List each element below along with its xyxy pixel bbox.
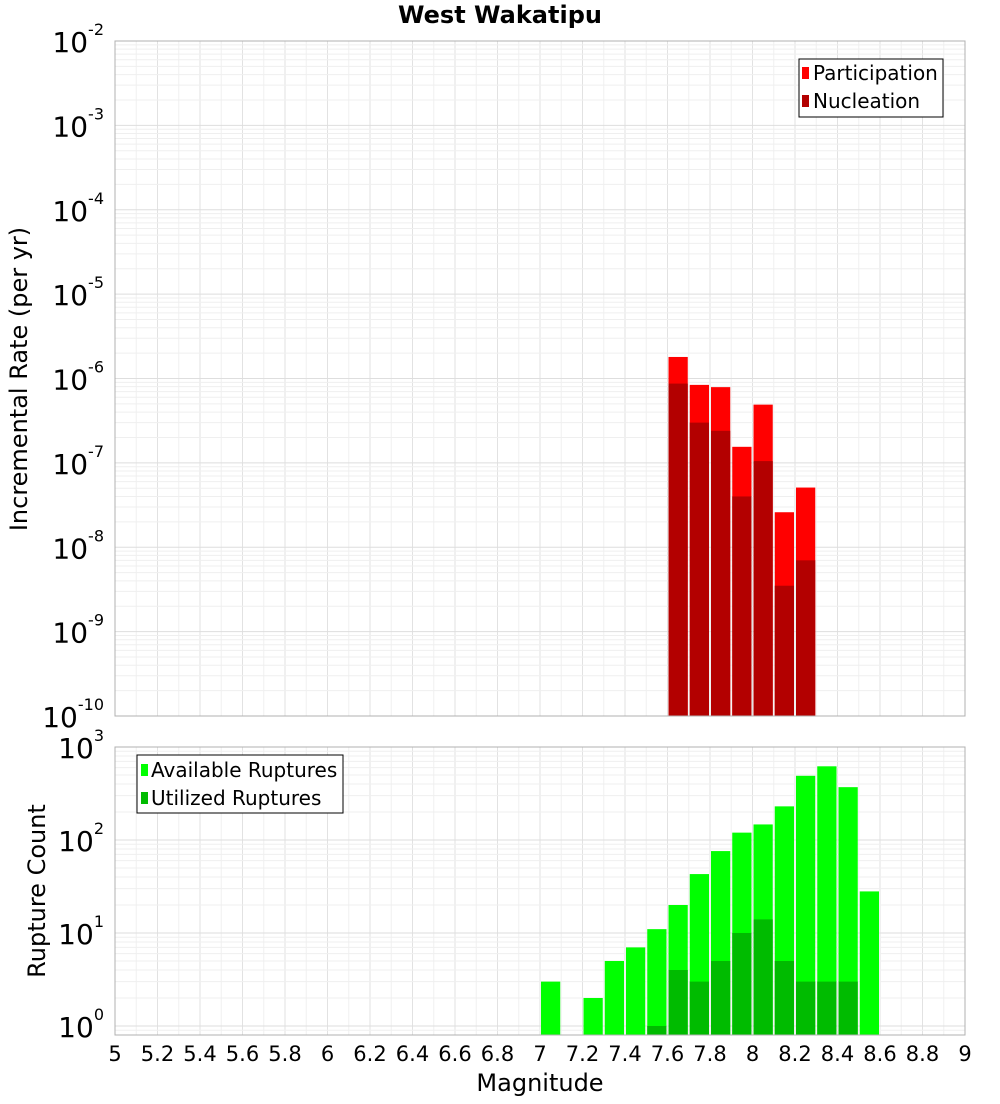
bottom-bar-utilized-ruptures bbox=[838, 981, 858, 1035]
bottom-bar-utilized-ruptures bbox=[668, 969, 688, 1035]
bottom-y-tick-label: 103 bbox=[58, 726, 104, 765]
bottom-bar-available-ruptures bbox=[859, 891, 879, 1035]
top-y-tick-label: 10-7 bbox=[52, 442, 104, 481]
x-tick-label: 6.2 bbox=[353, 1042, 386, 1066]
legend-swatch-participation bbox=[802, 67, 809, 79]
bottom-y-tick-label: 102 bbox=[58, 819, 104, 858]
bottom-bar-available-ruptures bbox=[817, 766, 837, 1035]
top-bar-nucleation bbox=[774, 585, 794, 716]
x-tick-label: 8 bbox=[746, 1042, 759, 1066]
bottom-plot-frame bbox=[114, 746, 966, 1036]
bottom-bar-utilized-ruptures bbox=[689, 981, 709, 1035]
top-y-tick-label: 10-8 bbox=[52, 526, 104, 565]
top-y-tick-label: 10-10 bbox=[42, 695, 104, 734]
x-tick-label: 8.4 bbox=[821, 1042, 854, 1066]
bottom-bar-utilized-ruptures bbox=[753, 919, 773, 1035]
x-tick-label: 5.8 bbox=[268, 1042, 301, 1066]
x-tick-label: 5.6 bbox=[226, 1042, 259, 1066]
x-tick-label: 7 bbox=[533, 1042, 546, 1066]
bottom-bar-available-ruptures bbox=[626, 947, 646, 1035]
bottom-y-tick-labels: 100 101 102 103 bbox=[58, 726, 104, 1044]
chart-title: West Wakatipu bbox=[398, 1, 602, 29]
top-y-axis-label: Incremental Rate (per yr) bbox=[5, 227, 33, 531]
bottom-bar-utilized-ruptures bbox=[732, 932, 752, 1035]
bottom-bar-available-ruptures bbox=[604, 960, 624, 1035]
top-legend: Participation Nucleation bbox=[798, 58, 944, 118]
x-tick-label: 5 bbox=[108, 1042, 121, 1066]
bottom-bar-utilized-ruptures bbox=[796, 981, 816, 1035]
bottom-bar-available-ruptures bbox=[541, 981, 561, 1035]
top-y-tick-label: 10-4 bbox=[52, 189, 104, 228]
top-y-tick-label: 10-2 bbox=[52, 20, 104, 59]
top-bar-nucleation bbox=[732, 496, 752, 716]
x-tick-label: 8.8 bbox=[906, 1042, 939, 1066]
bottom-legend: Available Ruptures Utilized Ruptures bbox=[136, 754, 344, 814]
bottom-y-tick-label: 101 bbox=[58, 912, 104, 951]
bottom-bar-available-ruptures bbox=[647, 929, 667, 1035]
legend-label-utilized-ruptures: Utilized Ruptures bbox=[151, 786, 321, 810]
top-y-tick-label: 10-9 bbox=[52, 611, 104, 650]
x-tick-label: 6.4 bbox=[396, 1042, 429, 1066]
legend-swatch-utilized-ruptures bbox=[141, 792, 148, 804]
bottom-plot-panel: 100 101 102 103 5 5.2 5.4 5.6 5.8 6 6.2 6.4 6.6 6.8 7… bbox=[23, 726, 972, 1097]
legend-label-nucleation: Nucleation bbox=[813, 89, 920, 113]
x-tick-label: 7.6 bbox=[651, 1042, 684, 1066]
top-plot-panel: 10-10 10-9 10-8 10-7 10-6 10-5 10-4 10-3 10-2 In… bbox=[5, 20, 966, 734]
bottom-bar-utilized-ruptures bbox=[774, 960, 794, 1035]
x-tick-labels: 5 5.2 5.4 5.6 5.8 6 6.2 6.4 6.6 6.8 7 7.2 7.4 7.6 7.8 8… bbox=[108, 1042, 971, 1066]
top-plot-frame bbox=[114, 40, 966, 717]
bottom-legend-box bbox=[136, 754, 344, 814]
top-legend-box bbox=[798, 58, 944, 118]
legend-label-participation: Participation bbox=[813, 61, 938, 85]
legend-swatch-available-ruptures bbox=[141, 764, 148, 776]
top-y-tick-label: 10-5 bbox=[52, 273, 104, 312]
x-tick-label: 5.4 bbox=[183, 1042, 216, 1066]
bottom-bars bbox=[541, 766, 879, 1035]
top-bar-nucleation bbox=[689, 422, 709, 716]
x-tick-label: 5.2 bbox=[141, 1042, 174, 1066]
bottom-y-tick-label: 100 bbox=[58, 1005, 104, 1044]
x-tick-label: 6.6 bbox=[438, 1042, 471, 1066]
x-tick-label: 8.2 bbox=[778, 1042, 811, 1066]
top-y-tick-label: 10-3 bbox=[52, 104, 104, 143]
x-tick-label: 6 bbox=[321, 1042, 334, 1066]
legend-label-available-ruptures: Available Ruptures bbox=[151, 758, 337, 782]
top-grid bbox=[114, 41, 966, 717]
bottom-y-axis-label: Rupture Count bbox=[23, 804, 51, 978]
x-tick-label: 7.2 bbox=[566, 1042, 599, 1066]
x-tick-label: 6.8 bbox=[481, 1042, 514, 1066]
legend-swatch-nucleation bbox=[802, 95, 809, 107]
top-bar-nucleation bbox=[796, 560, 816, 716]
top-bar-nucleation bbox=[753, 461, 773, 716]
bottom-bar-available-ruptures bbox=[796, 775, 816, 1035]
bottom-bar-utilized-ruptures bbox=[817, 981, 837, 1035]
bottom-bar-available-ruptures bbox=[583, 997, 603, 1035]
top-bars bbox=[668, 356, 816, 716]
x-tick-label: 8.6 bbox=[863, 1042, 896, 1066]
x-axis-label: Magnitude bbox=[476, 1069, 603, 1097]
top-bar-nucleation bbox=[711, 430, 731, 716]
bottom-bar-utilized-ruptures bbox=[647, 1025, 667, 1035]
bottom-bar-utilized-ruptures bbox=[711, 960, 731, 1035]
top-y-tick-labels: 10-10 10-9 10-8 10-7 10-6 10-5 10-4 10-3 10-2 bbox=[42, 20, 104, 734]
top-bar-nucleation bbox=[668, 383, 688, 716]
x-tick-label: 9 bbox=[958, 1042, 971, 1066]
top-y-tick-label: 10-6 bbox=[52, 358, 104, 397]
x-tick-label: 7.8 bbox=[693, 1042, 726, 1066]
x-tick-label: 7.4 bbox=[608, 1042, 641, 1066]
bottom-bar-available-ruptures bbox=[838, 787, 858, 1035]
